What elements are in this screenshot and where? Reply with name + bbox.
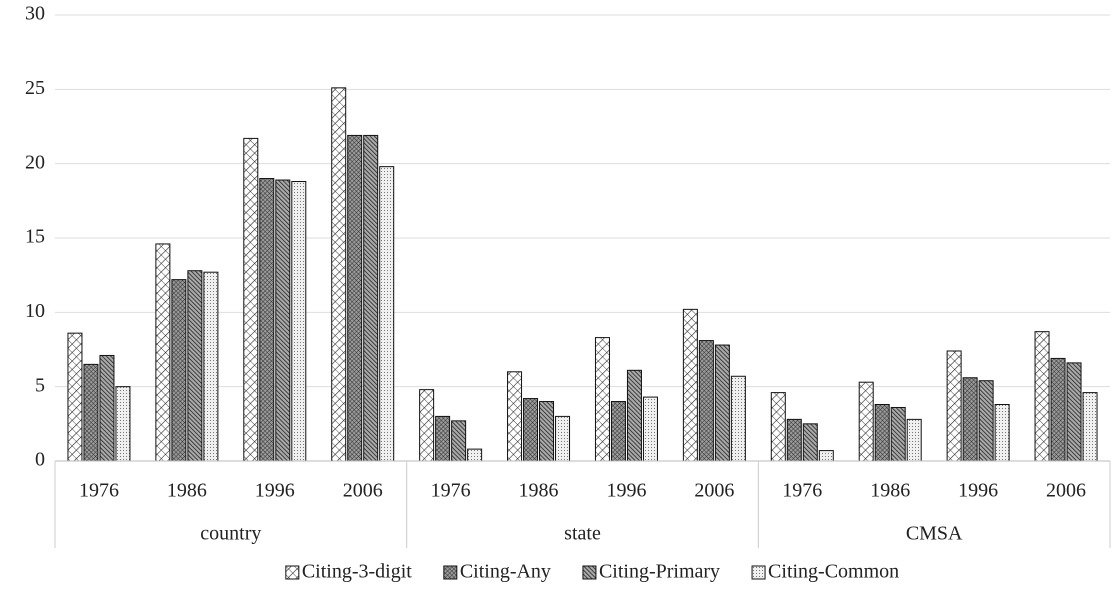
x-tick-label: 1976 [782,480,822,502]
group-label: CMSA [906,523,963,545]
y-tick-label: 20 [25,151,45,173]
bar [714,344,730,462]
x-tick-label: 2006 [1046,480,1086,502]
x-tick-label: 1976 [431,480,471,502]
x-tick-label: 1986 [167,480,207,502]
bar [467,448,483,462]
bar [906,418,922,462]
bar [858,381,874,462]
bar [171,279,187,462]
bar [890,406,906,462]
y-tick-label: 10 [25,300,45,322]
legend-swatch [443,565,458,580]
y-tick-label: 15 [25,226,45,248]
legend-label: Citing-Common [768,561,899,583]
bar [155,243,171,462]
bar [435,415,451,462]
bar [291,181,307,462]
legend-swatch [285,565,300,580]
x-tick-label: 1996 [958,480,998,502]
bar [594,337,610,462]
bar [818,450,834,462]
legend-swatch [751,565,766,580]
y-tick-label: 5 [35,374,45,396]
group-label: country [200,523,261,545]
legend-label: Citing-Primary [599,561,720,583]
bar [203,271,219,462]
bar [419,389,435,462]
bar [962,377,978,462]
bar [555,415,571,462]
bar [874,404,890,462]
bar [275,179,291,462]
bar [698,340,714,462]
bar [642,396,658,462]
x-tick-label: 2006 [343,480,383,502]
bar [994,404,1010,462]
bar [259,178,275,462]
bar [243,137,259,462]
bar [770,392,786,462]
bar [67,332,83,462]
bar [730,375,746,462]
x-tick-label: 2006 [694,480,734,502]
y-tick-label: 30 [25,3,45,25]
bar [1082,392,1098,462]
bar [802,423,818,462]
x-tick-label: 1976 [79,480,119,502]
x-tick-label: 1996 [255,480,295,502]
bar [946,350,962,462]
bar [682,308,698,462]
bar [451,420,467,462]
y-tick-label: 25 [25,77,45,99]
bar [539,401,555,462]
bar [1066,362,1082,462]
bar [626,369,642,462]
bar [507,371,523,462]
bar [331,87,347,462]
x-tick-label: 1996 [606,480,646,502]
x-tick-label: 1986 [870,480,910,502]
legend-label: Citing-Any [460,561,551,583]
y-tick-label: 0 [35,449,45,471]
bar [347,134,363,462]
bar [523,398,539,462]
x-tick-label: 1986 [519,480,559,502]
legend-label: Citing-3-digit [302,561,412,583]
bar [115,386,131,462]
legend-swatch [582,565,597,580]
bar [978,380,994,462]
group-label: state [564,523,601,545]
bar [83,363,99,462]
bar [187,270,203,462]
bar [1050,357,1066,462]
bar [379,166,395,462]
bar [610,401,626,462]
bar [786,418,802,462]
bar [363,134,379,462]
bar [99,354,115,462]
bar [1034,331,1050,462]
